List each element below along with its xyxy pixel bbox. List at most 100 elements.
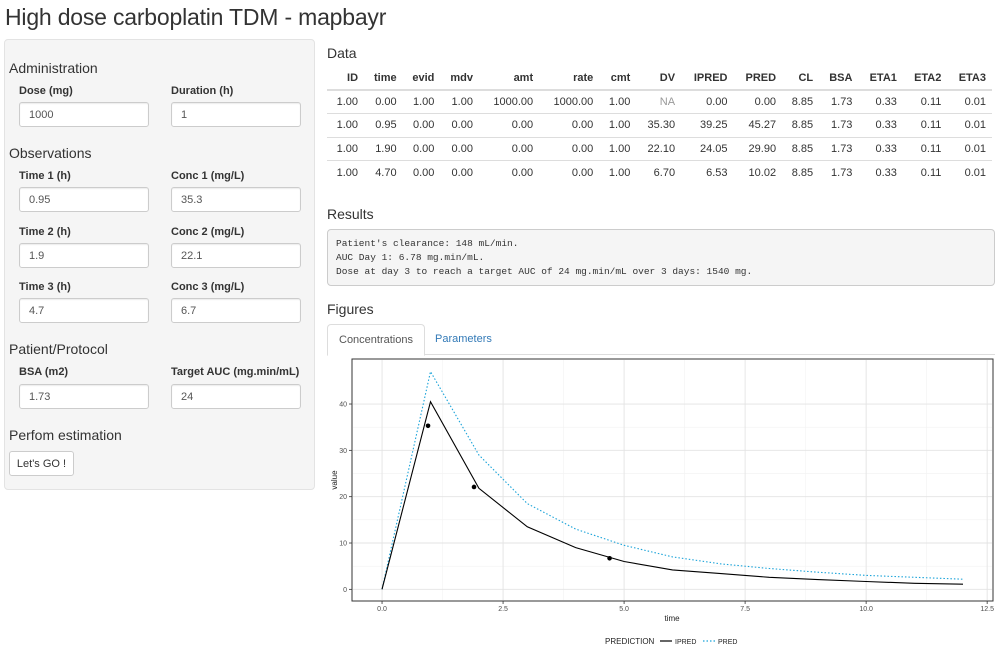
x-tick-label: 0.0 (377, 606, 387, 613)
table-cell: 0.00 (364, 89, 403, 114)
table-cell: 1.00 (599, 136, 637, 161)
table-cell: 0.01 (947, 160, 992, 184)
table-cell: 1.00 (599, 113, 637, 137)
time2-input[interactable] (19, 243, 149, 268)
column-header-amt: amt (478, 67, 540, 91)
y-tick-label: 0 (343, 587, 347, 594)
legend-label-pred: PRED (718, 639, 737, 646)
table-cell: 0.00 (733, 89, 783, 114)
table-cell: 1.00 (327, 113, 365, 137)
duration-label: Duration (h) (171, 85, 234, 97)
patient-protocol-heading: Patient/Protocol (9, 341, 108, 357)
x-tick-label: 5.0 (619, 606, 629, 613)
table-cell: 0.00 (402, 160, 441, 184)
results-heading: Results (327, 206, 374, 222)
x-tick-label: 7.5 (740, 606, 750, 613)
table-cell: 35.30 (636, 113, 682, 137)
column-header-rate: rate (539, 67, 600, 91)
table-cell: 0.00 (402, 113, 441, 137)
plot-background (327, 357, 995, 650)
plot-legend: PREDICTION IPRED PRED (605, 637, 737, 646)
conc2-input[interactable] (171, 243, 301, 268)
time3-label: Time 3 (h) (19, 281, 71, 293)
table-cell: 1.00 (402, 89, 441, 114)
table-cell: 1.00 (327, 89, 365, 114)
estimation-heading: Perfom estimation (9, 427, 122, 443)
observation-point (471, 484, 477, 490)
conc2-label: Conc 2 (mg/L) (171, 226, 245, 238)
concentration-plot: 0.0 2.5 5.0 7.5 10.0 12.5 0 10 20 30 40 time value… (327, 357, 995, 650)
table-cell: 0.33 (858, 160, 903, 184)
target-auc-label: Target AUC (mg.min/mL) (171, 366, 300, 378)
table-cell: 0.00 (539, 160, 600, 184)
bsa-input[interactable] (19, 384, 149, 409)
plot-grid (353, 360, 992, 600)
administration-heading: Administration (9, 60, 98, 76)
legend-label-ipred: IPRED (675, 639, 696, 646)
results-output: Patient's clearance: 148 mL/min. AUC Day… (327, 229, 995, 286)
table-cell: 0.33 (858, 113, 903, 137)
table-cell: 45.27 (733, 113, 783, 137)
table-header-row: ID time evid mdv amt rate cmt DV IPRED PRED CL BSA E… (327, 67, 992, 91)
page-title: High dose carboplatin TDM - mapbayr (5, 4, 387, 30)
data-heading: Data (327, 45, 357, 61)
observation-point (607, 556, 612, 561)
table-cell: 0.11 (902, 89, 948, 114)
column-header-time: time (364, 67, 403, 91)
table-cell: 0.01 (947, 113, 992, 137)
sidebar-panel: Administration Dose (mg) Duration (h) Ob… (4, 39, 315, 490)
x-tick-label: 12.5 (980, 606, 994, 613)
table-cell: 1.90 (364, 136, 403, 161)
table-cell: 0.00 (539, 136, 600, 161)
result-dose-recommendation: Dose at day 3 to reach a target AUC of 2… (336, 266, 753, 277)
figures-heading: Figures (327, 301, 374, 317)
table-row: 1.00 0.95 0.00 0.00 0.00 0.00 1.00 35.30 39.25 45… (327, 113, 992, 137)
y-tick-label: 10 (339, 541, 347, 548)
tab-concentrations[interactable]: Concentrations (327, 324, 425, 356)
table-cell: 1.73 (819, 136, 859, 161)
table-cell: 4.70 (364, 160, 403, 184)
target-auc-input[interactable] (171, 384, 301, 409)
table-cell: 6.53 (681, 160, 734, 184)
table-cell: 0.01 (947, 89, 992, 114)
x-tick-label: 10.0 (859, 606, 873, 613)
x-tick-label: 2.5 (498, 606, 508, 613)
table-cell: 0.00 (402, 136, 441, 161)
observation-point (425, 423, 431, 429)
table-cell: 1.73 (819, 113, 859, 137)
table-cell: 1.73 (819, 160, 859, 184)
conc1-label: Conc 1 (mg/L) (171, 170, 245, 182)
table-cell: 0.00 (478, 160, 540, 184)
table-cell: 0.00 (478, 136, 540, 161)
conc3-input[interactable] (171, 298, 301, 323)
conc1-input[interactable] (171, 187, 301, 212)
dose-label: Dose (mg) (19, 85, 73, 97)
x-axis-label: time (664, 614, 680, 623)
table-cell: 6.70 (636, 160, 682, 184)
table-row: 1.00 4.70 0.00 0.00 0.00 0.00 1.00 6.70 6.53 10.0… (327, 160, 992, 184)
lets-go-button[interactable]: Let's GO ! (9, 451, 74, 476)
data-table: ID time evid mdv amt rate cmt DV IPRED PRED CL BSA E… (327, 67, 992, 184)
y-tick-label: 40 (339, 402, 347, 409)
table-row: 1.00 0.00 1.00 1.00 1000.00 1000.00 1.00 NA 0.00… (327, 89, 992, 114)
column-header-bsa: BSA (819, 67, 859, 91)
time1-input[interactable] (19, 187, 149, 212)
table-cell: 1.00 (327, 160, 365, 184)
column-header-pred: PRED (733, 67, 783, 91)
table-cell: 0.00 (478, 113, 540, 137)
duration-input[interactable] (171, 102, 301, 127)
table-cell: 0.00 (440, 160, 479, 184)
table-cell: 1.00 (440, 89, 479, 114)
result-clearance: Patient's clearance: 148 mL/min. (336, 238, 519, 249)
table-cell: 8.85 (782, 89, 820, 114)
table-cell: 1.00 (599, 89, 637, 114)
table-body: 1.00 0.00 1.00 1.00 1000.00 1000.00 1.00 NA 0.00… (327, 89, 992, 184)
dose-input[interactable] (19, 102, 149, 127)
y-tick-label: 20 (339, 494, 347, 501)
time3-input[interactable] (19, 298, 149, 323)
column-header-dv: DV (636, 67, 682, 91)
tab-parameters[interactable]: Parameters (435, 333, 492, 345)
plot-series (381, 370, 964, 590)
table-cell: 0.01 (947, 136, 992, 161)
table-cell: NA (636, 89, 682, 114)
